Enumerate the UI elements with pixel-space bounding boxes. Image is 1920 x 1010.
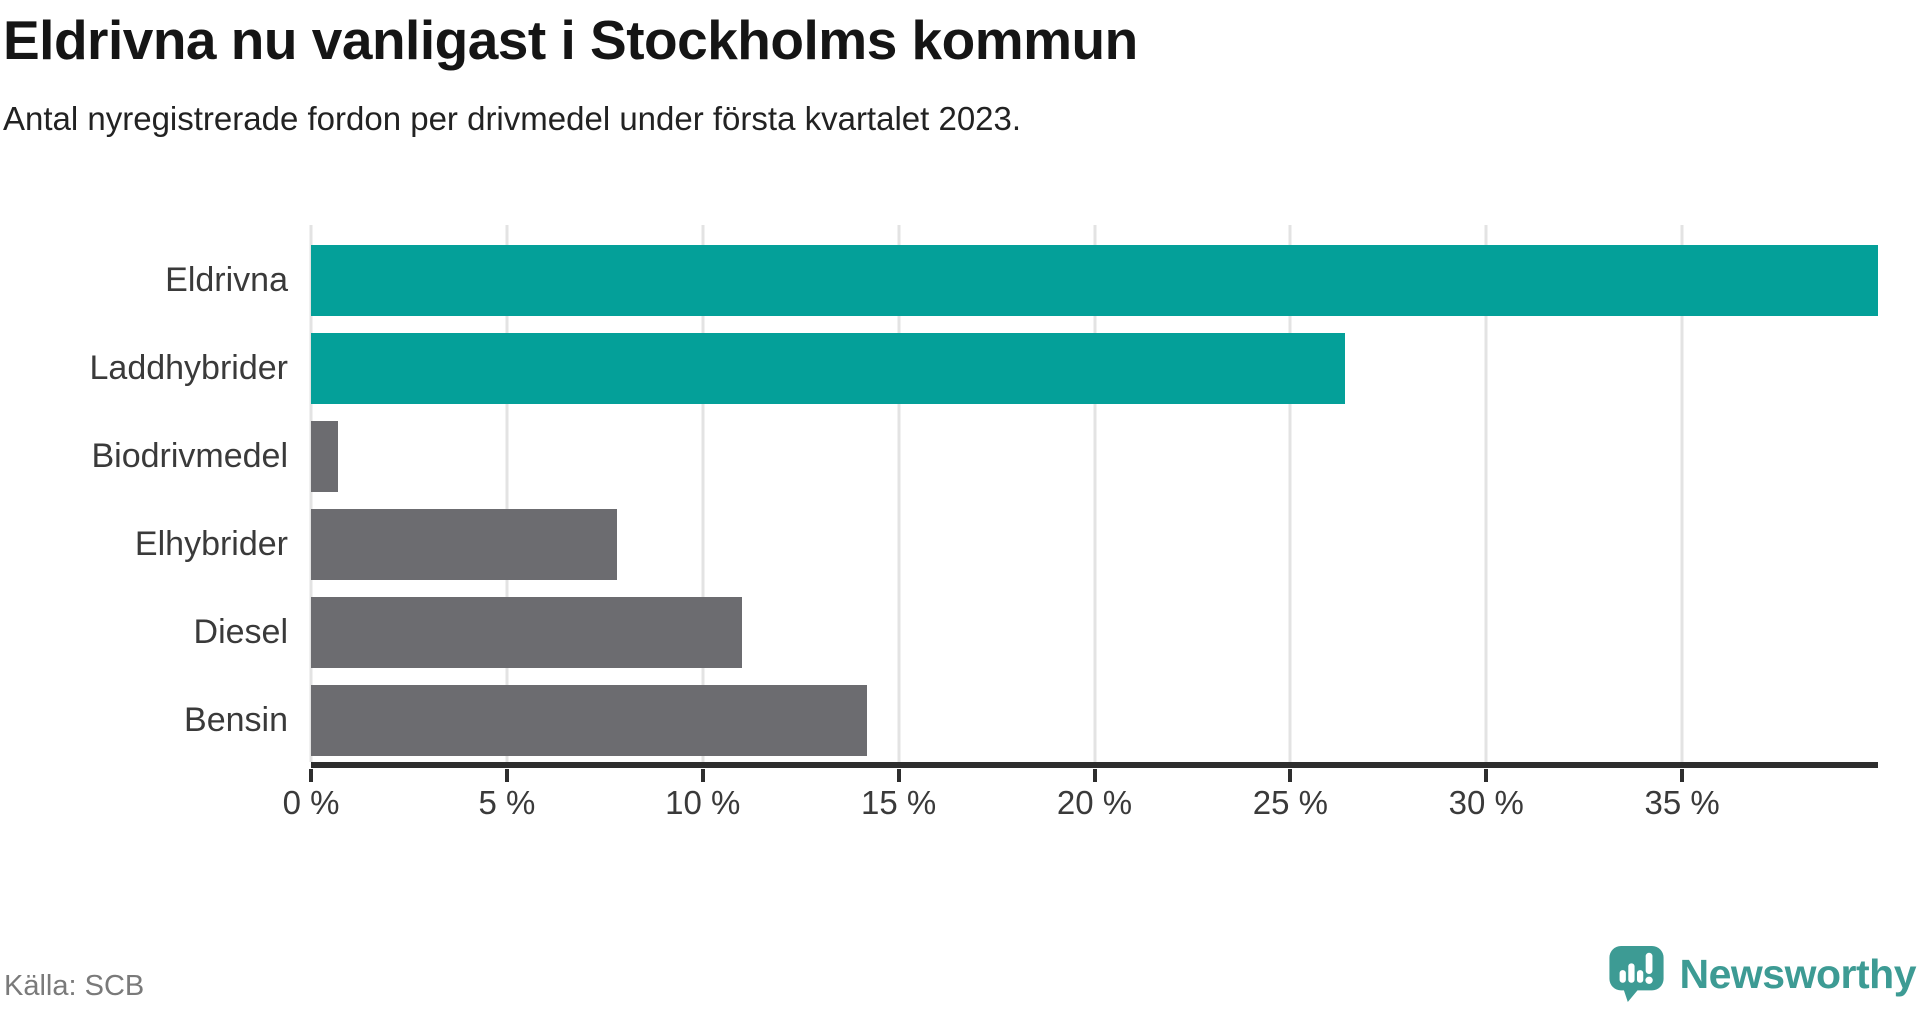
- tick-label-15: 15 %: [861, 784, 937, 821]
- bar-biodrivmedel: [311, 421, 339, 492]
- gridline-20: [1093, 225, 1096, 762]
- bar-bensin: [311, 685, 868, 756]
- category-label-bensin: Bensin: [184, 701, 288, 739]
- tick-5: [504, 769, 509, 782]
- plot-area: [309, 225, 1878, 768]
- tick-label-30: 30 %: [1448, 784, 1524, 821]
- category-label-elhybrider: Elhybrider: [134, 525, 288, 563]
- gridline-10: [701, 225, 705, 762]
- tick-20: [1092, 769, 1097, 782]
- gridline-30: [1484, 225, 1488, 762]
- bar-laddhybrider: [311, 333, 1346, 404]
- tick-label-0: 0 %: [282, 784, 340, 821]
- tick-label-5: 5 %: [478, 784, 536, 821]
- brand-logo: Newsworthy: [1607, 945, 1917, 1003]
- tick-35: [1680, 769, 1685, 782]
- chart-title: Eldrivna nu vanligast i Stockholms kommu…: [3, 9, 1138, 71]
- bar-eldrivna: [311, 245, 1878, 316]
- brand-name: Newsworthy: [1679, 950, 1917, 997]
- tick-label-25: 25 %: [1252, 784, 1328, 821]
- category-label-eldrivna: Eldrivna: [165, 261, 288, 299]
- source-note: Källa: SCB: [4, 970, 145, 1002]
- tick-0: [309, 769, 313, 782]
- gridline-15: [897, 225, 901, 762]
- tick-label-10: 10 %: [665, 784, 741, 821]
- bar-elhybrider: [311, 509, 617, 580]
- tick-10: [700, 769, 705, 782]
- newsworthy-speech-bubble-chart-icon: [1608, 945, 1664, 1003]
- tick-15: [896, 769, 901, 782]
- x-axis-line: [311, 762, 1878, 768]
- tick-label-35: 35 %: [1644, 784, 1720, 821]
- chart-subtitle: Antal nyregistrerade fordon per drivmede…: [3, 100, 1022, 137]
- category-label-diesel: Diesel: [193, 613, 288, 651]
- gridline-0: [309, 225, 313, 762]
- gridline-35: [1680, 225, 1684, 762]
- category-label-laddhybrider: Laddhybrider: [89, 349, 288, 387]
- category-label-biodrivmedel: Biodrivmedel: [91, 437, 288, 475]
- gridline-25: [1288, 225, 1292, 762]
- gridline-5: [505, 225, 509, 762]
- bar-diesel: [311, 597, 742, 668]
- tick-label-20: 20 %: [1056, 784, 1133, 821]
- tick-30: [1484, 769, 1489, 782]
- tick-25: [1288, 769, 1293, 782]
